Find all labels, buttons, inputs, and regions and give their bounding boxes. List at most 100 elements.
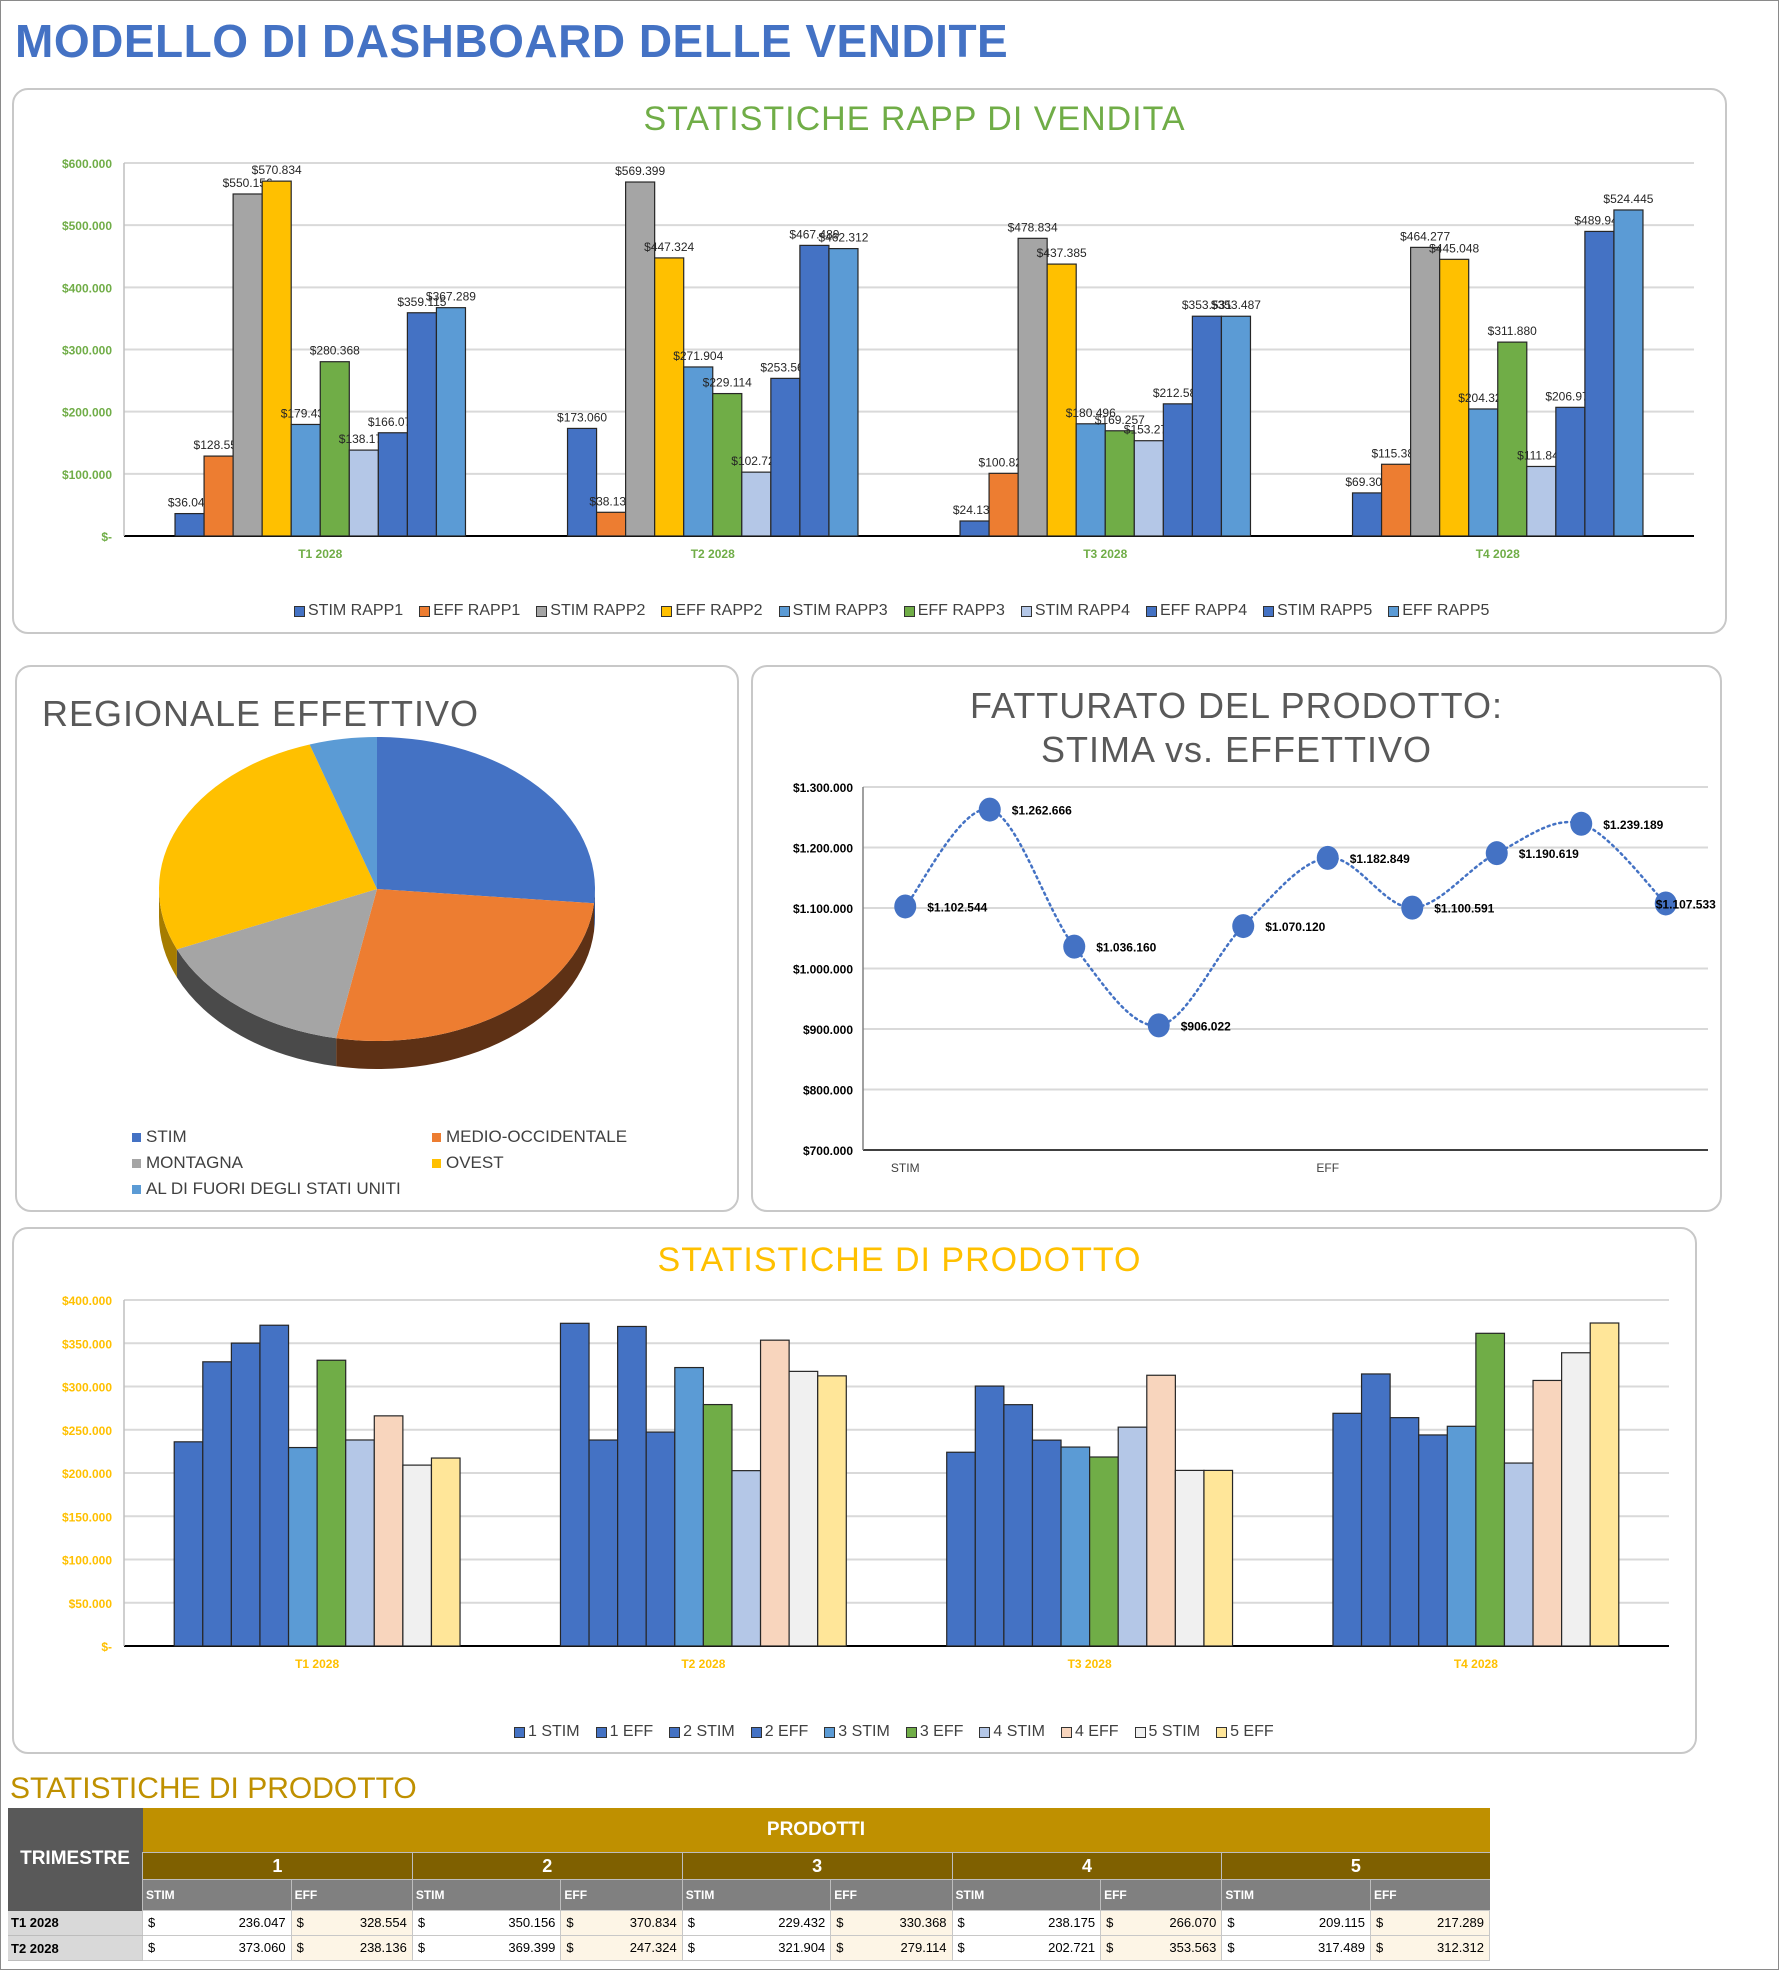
cell-value: 202.721 — [1048, 1940, 1096, 1955]
bar — [174, 512, 205, 537]
bar — [731, 1470, 762, 1647]
legend-label: 5 STIM — [1148, 1723, 1201, 1740]
table-row: T1 2028 $236.047 $328.554 $350.156 $370.834 $… — [8, 1910, 1491, 1936]
data-label: $353.487 — [1211, 298, 1261, 312]
table-cell: $229.432 — [681, 1910, 832, 1936]
legend-item: 2 EFF — [750, 1723, 809, 1741]
table-cell: $312.312 — [1369, 1935, 1491, 1961]
legend-item: STIM RAPP4 — [1020, 602, 1130, 620]
product-stats-chart-title: STATISTICHE DI PRODOTTO — [657, 1241, 1142, 1279]
legend-label: 4 EFF — [1074, 1723, 1119, 1740]
data-label: $478.834 — [1008, 220, 1058, 234]
bar — [595, 511, 627, 537]
bar — [261, 180, 292, 537]
bar — [770, 377, 801, 537]
sub-header-eff: EFF — [830, 1879, 953, 1911]
bar — [1613, 209, 1644, 537]
currency-symbol: $ — [1375, 1940, 1384, 1955]
legend-swatch — [595, 1726, 607, 1738]
data-label: $462.312 — [818, 231, 868, 245]
currency-symbol: $ — [957, 1940, 965, 1955]
bar — [1075, 423, 1106, 537]
product-header: 2 — [411, 1852, 683, 1880]
legend-label: EFF RAPP3 — [917, 602, 1005, 619]
data-label: $169.257 — [1095, 413, 1145, 427]
bar — [202, 1361, 232, 1647]
bar — [1060, 1446, 1091, 1647]
legend-label: 4 STIM — [993, 1723, 1045, 1740]
legend-label: 2 EFF — [764, 1723, 809, 1740]
legend-swatch — [903, 605, 915, 617]
pie-slice-side — [594, 889, 595, 932]
bar — [1418, 1434, 1448, 1647]
legend-swatch — [778, 605, 790, 617]
bar — [319, 361, 350, 537]
revenue-line-title-2: STIMA vs. EFFETTIVO — [1040, 729, 1433, 770]
legend-swatch — [1060, 1726, 1072, 1738]
table-cell: $217.289 — [1369, 1910, 1491, 1936]
legend-swatch — [294, 605, 305, 617]
legend-item: 5 EFF — [1216, 1723, 1274, 1741]
data-label: $1.182.849 — [1350, 852, 1410, 866]
sub-header-stim: STIM — [951, 1879, 1101, 1911]
line-point — [1654, 891, 1677, 916]
bar — [1351, 492, 1383, 537]
line-point — [978, 797, 1001, 822]
y-tick-label: $100.000 — [62, 1554, 112, 1568]
data-label: $138.175 — [339, 432, 389, 446]
legend-label: 3 EFF — [919, 1723, 964, 1740]
rep-stats-chart-title: STATISTICHE RAPP DI VENDITA — [643, 100, 1186, 138]
data-label: $128.554 — [194, 438, 244, 452]
legend-swatch — [669, 1726, 681, 1738]
data-label: $271.904 — [673, 349, 723, 363]
bar — [1475, 1332, 1506, 1647]
sub-header-eff: EFF — [290, 1879, 413, 1911]
line-point — [1316, 845, 1339, 870]
currency-symbol: $ — [148, 1940, 156, 1955]
bar — [959, 520, 990, 537]
table-cell: $321.904 — [681, 1935, 832, 1961]
bar — [1497, 341, 1528, 537]
legend-label: STIM — [146, 1127, 187, 1146]
legend-label: STIM RAPP5 — [1277, 602, 1373, 619]
bar — [1003, 1404, 1034, 1647]
sub-header-stim: STIM — [142, 1879, 292, 1911]
y-tick-label: $1.200.000 — [793, 842, 853, 856]
legend-swatch — [432, 1132, 441, 1142]
x-tick-label: T1 2028 — [295, 1657, 339, 1671]
legend-swatch — [661, 605, 673, 617]
data-label: $437.385 — [1037, 246, 1087, 260]
data-label: $353.531 — [1182, 298, 1232, 312]
legend-label: MONTAGNA — [146, 1153, 243, 1172]
data-label: $1.262.666 — [1012, 804, 1072, 818]
legend-swatch — [1263, 605, 1275, 617]
product-header: 3 — [681, 1852, 953, 1880]
rep-stats-legend: STIM RAPP1 EFF RAPP1 STIM RAPP2 EFF RAPP2 ST… — [294, 602, 1505, 620]
bar — [377, 432, 408, 537]
line-series — [904, 808, 1667, 1027]
legend-label: 2 STIM — [683, 1723, 735, 1740]
cell-value: 229.432 — [778, 1915, 826, 1930]
legend-item: EFF RAPP2 — [661, 602, 763, 620]
bar — [1410, 246, 1441, 537]
data-label: $100.822 — [979, 455, 1029, 469]
rep-stats-chart: $- $100.000 $200.000 $300.000 $400.000 $500.0… — [62, 157, 1694, 561]
legend-label: EFF RAPP5 — [1402, 602, 1490, 619]
x-tick-label: T4 2028 — [1454, 1657, 1498, 1671]
legend-item: STIM RAPP1 — [294, 602, 403, 620]
bar — [203, 455, 234, 537]
sub-header-eff: EFF — [560, 1879, 683, 1911]
legend-item: 1 EFF — [595, 1723, 653, 1741]
data-label: $467.489 — [789, 227, 839, 241]
bar — [173, 1441, 204, 1647]
bar — [974, 1385, 1005, 1647]
data-label: $115.387 — [1372, 446, 1421, 460]
bar — [645, 1431, 676, 1647]
product-stats-legend: 1 STIM 1 EFF 2 STIM 2 EFF 3 STIM 3 EFF 4 STIM 4… — [514, 1723, 1290, 1741]
legend-swatch — [1145, 605, 1157, 617]
data-label: $24.132 — [953, 503, 997, 517]
legend-item: STIM RAPP3 — [778, 602, 888, 620]
bar — [1380, 463, 1412, 537]
legend-item: OVEST — [432, 1153, 692, 1173]
